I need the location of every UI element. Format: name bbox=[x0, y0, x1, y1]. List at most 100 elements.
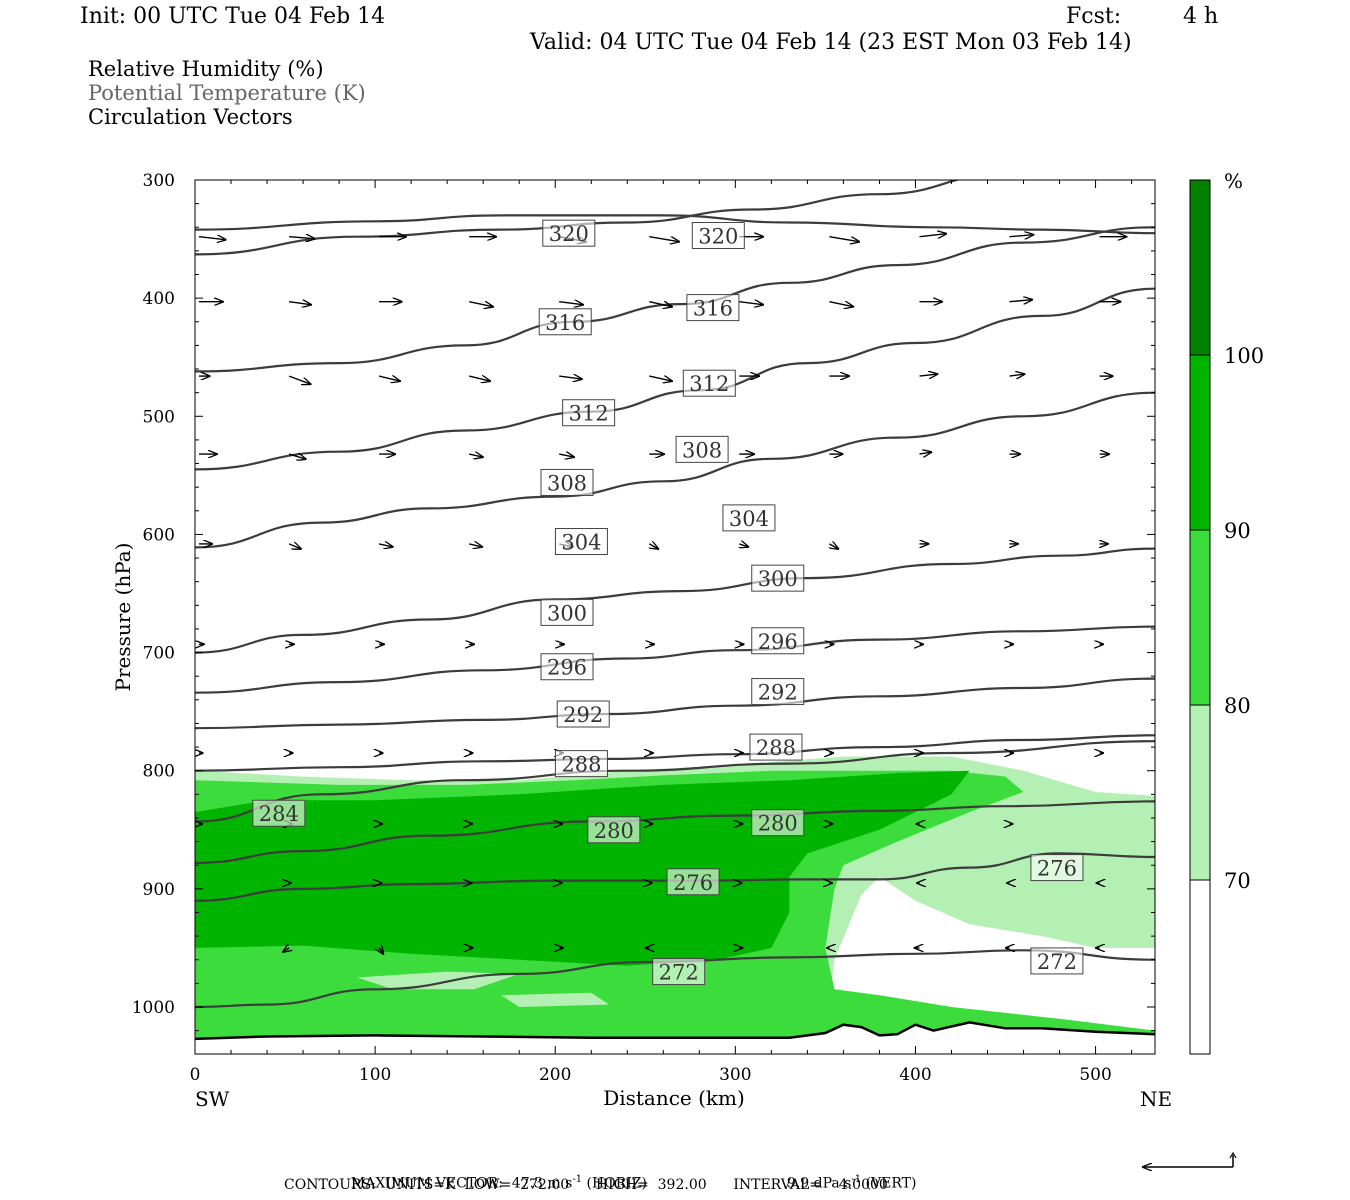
theta-label-316: 316 bbox=[538, 308, 592, 336]
y-tick-label: 1000 bbox=[132, 998, 175, 1018]
theta-label-320: 320 bbox=[542, 219, 596, 247]
theta-contour-312 bbox=[195, 226, 1155, 373]
theta-label-316: 316 bbox=[686, 294, 740, 322]
vector-arrow bbox=[198, 237, 226, 240]
vector-arrow bbox=[559, 454, 574, 457]
theta-label-box bbox=[540, 468, 594, 496]
theta-label-276: 276 bbox=[1030, 854, 1084, 882]
vector-arrow bbox=[559, 302, 583, 305]
colorbar-unit: % bbox=[1224, 169, 1243, 193]
vector-arrow bbox=[283, 948, 289, 952]
theta-label-box bbox=[1030, 854, 1084, 882]
init-time: Init: 00 UTC Tue 04 Feb 14 bbox=[80, 4, 386, 29]
theta-label-box bbox=[682, 369, 736, 397]
contours-line: CONTOURS: UNITS=K LOW= 272.00 HIGH= 392.… bbox=[284, 1177, 888, 1193]
field-vectors-label: Circulation Vectors bbox=[88, 105, 293, 129]
theta-label-text: 272 bbox=[659, 961, 699, 985]
theta-label-text: 304 bbox=[561, 531, 601, 555]
theta-label-text: 296 bbox=[547, 656, 587, 680]
y-tick-label: 900 bbox=[143, 880, 175, 900]
theta-label-text: 272 bbox=[1037, 950, 1077, 974]
theta-label-296: 296 bbox=[540, 653, 594, 681]
colorbar-tick-label: 100 bbox=[1224, 344, 1264, 368]
reference-vector-icon bbox=[1143, 1151, 1237, 1167]
theta-label-308: 308 bbox=[675, 435, 729, 463]
theta-contour-272 bbox=[195, 949, 1155, 1009]
theta-label-text: 316 bbox=[545, 311, 585, 335]
theta-label-312: 312 bbox=[682, 369, 736, 397]
theta-label-text: 300 bbox=[758, 567, 798, 591]
theta-label-box bbox=[751, 678, 805, 706]
theta-label-292: 292 bbox=[751, 678, 805, 706]
x-end-label-left: SW bbox=[195, 1087, 230, 1111]
theta-label-text: 288 bbox=[561, 753, 601, 777]
theta-label-box bbox=[252, 799, 306, 827]
theta-label-text: 320 bbox=[698, 225, 738, 249]
x-tick-label: 300 bbox=[719, 1065, 751, 1085]
plot-frame bbox=[194, 179, 1156, 1055]
vector-arrow bbox=[649, 376, 672, 381]
vector-arrow bbox=[829, 544, 838, 549]
theta-label-box bbox=[587, 816, 641, 844]
theta-label-box bbox=[540, 653, 594, 681]
rh-shading bbox=[195, 756, 1155, 1043]
colorbar-segment bbox=[1190, 880, 1210, 1054]
theta-label-text: 276 bbox=[1037, 857, 1077, 881]
theta-label-text: 284 bbox=[259, 802, 299, 826]
theta-label-text: 288 bbox=[756, 736, 796, 760]
theta-label-text: 308 bbox=[682, 438, 722, 462]
x-axis-label: Distance (km) bbox=[603, 1086, 745, 1110]
theta-label-box bbox=[556, 700, 610, 728]
theta-label-box bbox=[652, 958, 706, 986]
theta-label-box bbox=[686, 294, 740, 322]
vector-arrow bbox=[469, 302, 493, 307]
horiz-value: 47.3 m s bbox=[511, 1175, 573, 1192]
y-axis-label: Pressure (hPa) bbox=[111, 543, 135, 692]
field-theta-label: Potential Temperature (K) bbox=[88, 81, 366, 105]
vector-arrow bbox=[829, 236, 859, 242]
theta-label-text: 320 bbox=[549, 222, 589, 246]
theta-label-box bbox=[691, 222, 745, 250]
colorbar-tick-label: 70 bbox=[1224, 869, 1251, 893]
theta-label-box bbox=[722, 504, 776, 532]
y-tick-label: 700 bbox=[143, 644, 175, 664]
vert-sup: -1 bbox=[851, 1174, 862, 1185]
max-vector-line: MAXIMUM VECTOR: 47.3 m s-1 (HORIZ) bbox=[342, 1158, 647, 1192]
theta-label-288: 288 bbox=[554, 750, 608, 778]
theta-contours bbox=[195, 180, 1155, 1009]
max-vector-label: MAXIMUM VECTOR: bbox=[350, 1175, 503, 1192]
vector-arrow bbox=[378, 544, 393, 547]
vector-arrow bbox=[649, 236, 679, 242]
vert-tag: (VERT) bbox=[865, 1175, 917, 1192]
colorbar-segment bbox=[1190, 705, 1210, 880]
vector-arrow bbox=[919, 374, 938, 376]
vector-arrow bbox=[378, 376, 400, 381]
theta-contour-308 bbox=[195, 287, 1155, 471]
vector-arrow bbox=[289, 237, 315, 239]
theta-label-box bbox=[554, 528, 608, 556]
theta-label-text: 300 bbox=[547, 601, 587, 625]
field-rh-label: Relative Humidity (%) bbox=[88, 57, 324, 81]
rh-region-70-80-4 bbox=[501, 992, 610, 1007]
theta-label-box bbox=[542, 219, 596, 247]
theta-label-box bbox=[751, 564, 805, 592]
x-end-label-right: NE bbox=[1140, 1087, 1172, 1111]
theta-label-text: 280 bbox=[594, 819, 634, 843]
horiz-tag: (HORIZ) bbox=[586, 1175, 647, 1192]
vector-arrow bbox=[379, 948, 383, 954]
vector-arrow bbox=[649, 544, 658, 549]
theta-label-box bbox=[751, 627, 805, 655]
theta-label-308: 308 bbox=[540, 468, 594, 496]
max-vector-vert: 9.9 dPa s-1 (VERT) bbox=[778, 1158, 917, 1192]
theta-label-300: 300 bbox=[751, 564, 805, 592]
colorbar-tick-label: 80 bbox=[1224, 694, 1251, 718]
theta-contour-276 bbox=[195, 852, 1155, 902]
theta-label-text: 312 bbox=[689, 372, 729, 396]
theta-contour-284 bbox=[195, 740, 1155, 823]
theta-contour-300 bbox=[195, 547, 1155, 654]
colorbar-segment bbox=[1190, 355, 1210, 530]
theta-label-text: 276 bbox=[673, 871, 713, 895]
theta-label-box bbox=[562, 399, 616, 427]
colorbar: 100 90 80 70 bbox=[1189, 179, 1264, 1055]
